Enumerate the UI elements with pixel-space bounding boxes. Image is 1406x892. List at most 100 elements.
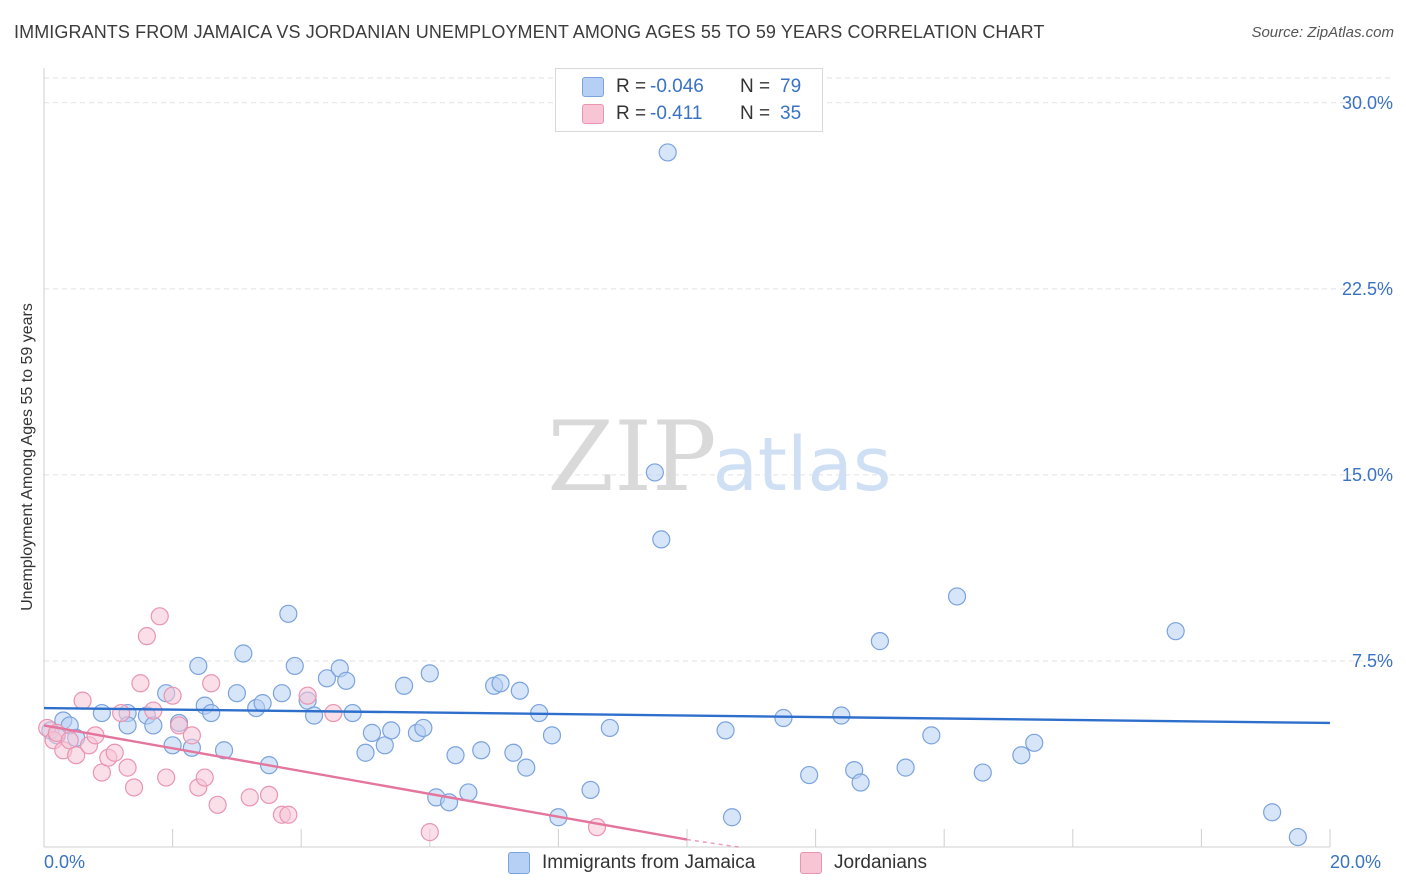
y-tick-labels: 7.5% 15.0% 22.5% 30.0% (1342, 93, 1393, 671)
jamaica-point (446, 746, 465, 765)
legend-n-value: 79 (780, 76, 802, 97)
y-tick-label: 7.5% (1352, 651, 1393, 671)
jordanian-trend-line (43, 724, 688, 841)
jamaica-point (1025, 733, 1044, 752)
jamaica-point (652, 530, 671, 549)
jordanian-point (279, 805, 298, 824)
legend-swatch-jordanians (582, 104, 604, 124)
x-tick-label-max: 20.0% (1330, 852, 1382, 872)
legend-r-value: -0.046 (650, 76, 704, 97)
jordanian-point (150, 607, 169, 626)
jordanian-point (118, 758, 137, 777)
series-legend: Immigrants from Jamaica Jordanians (0, 852, 1406, 876)
legend-n-value: 35 (780, 103, 802, 124)
jamaica-point (1166, 622, 1185, 641)
legend-swatch-jamaica (582, 77, 604, 97)
legend-r-value: -0.411 (650, 103, 703, 124)
jordanian-point (124, 778, 144, 797)
jamaica-point (896, 758, 915, 777)
jamaica-point (600, 718, 619, 738)
jordanian-point (73, 691, 92, 710)
watermark-atlas: atlas (713, 422, 892, 508)
jamaica-point (774, 708, 793, 728)
jordanian-point (195, 768, 214, 787)
jamaica-point (234, 644, 253, 663)
legend-row-jordanians: R = -0.411 N = 35 (582, 102, 801, 126)
jamaica-point (317, 669, 337, 688)
jamaica-point (851, 773, 870, 792)
axes (43, 68, 1331, 848)
jamaica-point (414, 718, 433, 738)
jamaica-point (658, 143, 677, 162)
legend-n-label: N = (740, 76, 771, 97)
jamaica-point (542, 726, 562, 745)
jamaica-point (214, 741, 234, 760)
series-label-jordanians: Jordanians (834, 852, 927, 873)
jamaica-point (581, 780, 600, 800)
jordanian-point (157, 768, 176, 787)
jordanian-point (182, 726, 201, 745)
jamaica-point (1012, 746, 1031, 765)
jordanian-point (324, 703, 343, 723)
jordanian-point (169, 716, 189, 735)
watermark-zip: ZIP (547, 401, 716, 513)
jordanian-point (208, 795, 227, 814)
jamaica-point (722, 808, 742, 827)
y-tick-label: 30.0% (1342, 93, 1393, 113)
jamaica-point (459, 783, 478, 802)
jamaica-point (279, 604, 298, 623)
jamaica-point (253, 694, 272, 713)
jamaica-point (189, 656, 208, 676)
series-legend-jamaica[interactable]: Immigrants from Jamaica (508, 852, 755, 874)
jamaica-point (922, 726, 941, 745)
jamaica-point (227, 684, 246, 703)
jordanian-point (163, 686, 182, 705)
jamaica-point (356, 743, 375, 762)
jamaica-point (1263, 803, 1282, 822)
jordanian-point (105, 743, 124, 762)
jamaica-point (362, 723, 382, 742)
legend-r-label: R = (616, 76, 647, 97)
jamaica-point (285, 656, 304, 676)
jamaica-point (870, 632, 890, 651)
jamaica-point (92, 703, 111, 723)
jamaica-point (472, 741, 491, 760)
legend-n-label: N = (740, 103, 771, 124)
jamaica-point (272, 684, 292, 703)
series-legend-jordanians[interactable]: Jordanians (800, 852, 927, 874)
jordanian-trend-extension (686, 838, 739, 848)
jamaica-trend-line (43, 706, 1331, 725)
jamaica-point (947, 587, 967, 606)
jamaica-point (382, 721, 401, 740)
jamaica-point (510, 681, 529, 700)
jamaica-point (832, 706, 851, 725)
jamaica-point (716, 721, 735, 740)
legend-row-jamaica: R = -0.046 N = 79 (582, 75, 801, 99)
series-swatch-jamaica (508, 852, 530, 874)
correlation-legend: R = -0.046 N = 79 R = -0.411 N = 35 (555, 68, 823, 132)
jamaica-point (304, 706, 324, 725)
jamaica-point (163, 736, 182, 755)
y-tick-label: 15.0% (1342, 465, 1393, 485)
jamaica-point (343, 703, 362, 723)
jamaica-point (973, 763, 992, 782)
jamaica-point (202, 703, 221, 723)
legend-r-label: R = (616, 103, 647, 124)
x-tick-label-min: 0.0% (44, 852, 86, 872)
jamaica-point (420, 664, 439, 683)
jamaica-point (394, 676, 414, 695)
jordanian-point (202, 674, 221, 693)
data-points (38, 143, 1307, 847)
chart-title: IMMIGRANTS FROM JAMAICA VS JORDANIAN UNE… (14, 22, 1045, 42)
jamaica-point (1288, 827, 1307, 847)
jordanian-point (259, 785, 279, 805)
jamaica-point (645, 463, 664, 482)
jamaica-point (800, 765, 819, 785)
series-swatch-jordanians (800, 852, 822, 874)
jamaica-point (504, 743, 523, 762)
jordanian-point (587, 818, 607, 837)
gridlines (44, 77, 1392, 662)
source-label: Source: ZipAtlas.com (1251, 24, 1394, 41)
jordanian-point (131, 674, 150, 693)
